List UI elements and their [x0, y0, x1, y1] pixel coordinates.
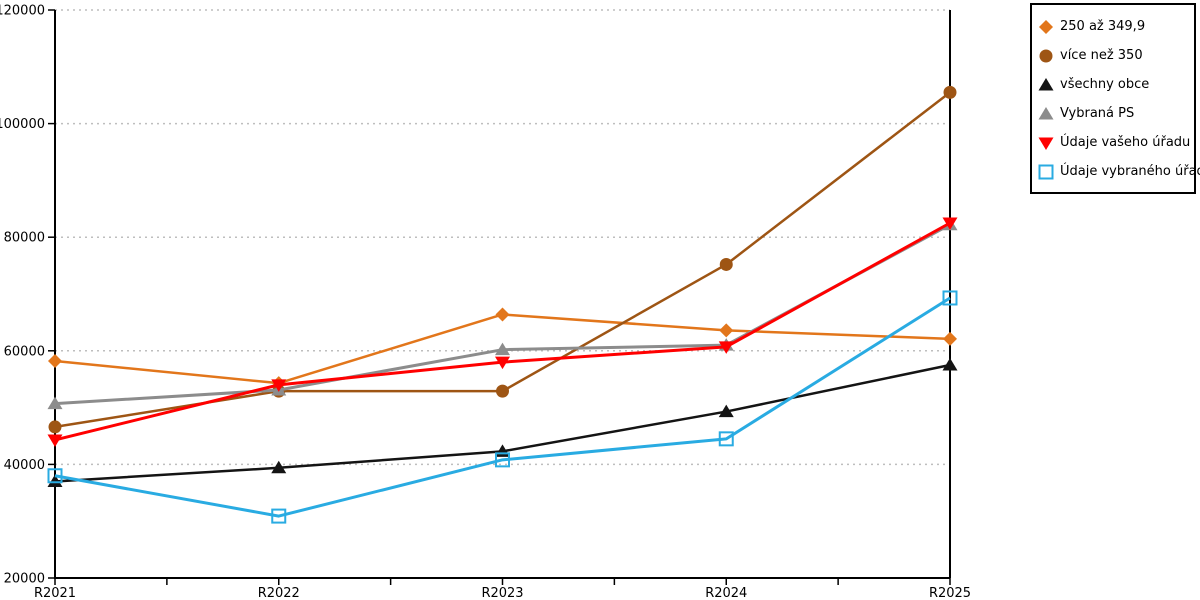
triangle-down-icon — [1038, 137, 1054, 150]
legend-item[interactable]: Údaje vybraného úřadu — [1038, 157, 1200, 186]
data-point-marker — [719, 257, 733, 271]
x-axis-label: R2022 — [258, 586, 300, 600]
legend-item[interactable]: 250 až 349,9 — [1038, 12, 1188, 41]
y-axis-label: 100000 — [0, 117, 45, 132]
data-point-marker — [718, 341, 734, 354]
x-axis-label: R2024 — [705, 586, 747, 600]
square-open-icon — [1038, 164, 1054, 179]
legend-item-label: všechny obce — [1060, 77, 1150, 92]
y-axis-label: 120000 — [0, 4, 45, 19]
data-point-marker — [719, 323, 734, 338]
data-point-marker — [942, 290, 958, 306]
data-point-marker — [47, 474, 63, 487]
data-point-marker — [718, 431, 734, 447]
legend-item-label: Vybraná PS — [1060, 106, 1135, 121]
data-point-marker — [496, 384, 509, 398]
diamond-icon — [1039, 19, 1053, 34]
legend-item-label: více než 350 — [1060, 48, 1143, 63]
triangle-up-icon — [1038, 77, 1054, 90]
data-point-marker — [495, 452, 510, 468]
x-axis-label: R2021 — [34, 586, 76, 600]
triangle-up-icon — [1038, 106, 1054, 119]
data-point-marker — [943, 85, 957, 99]
y-axis-label: 40000 — [4, 458, 45, 473]
data-point-marker — [48, 420, 62, 434]
data-point-marker — [47, 468, 63, 484]
legend-item[interactable]: více než 350 — [1038, 41, 1188, 70]
y-axis-label: 80000 — [4, 231, 45, 246]
triangle-down-icon — [1038, 137, 1054, 150]
data-point-marker — [495, 342, 510, 356]
data-point-marker — [942, 217, 958, 230]
circle-icon — [1039, 49, 1053, 62]
diamond-icon — [1039, 19, 1053, 34]
legend-item[interactable]: všechny obce — [1038, 70, 1188, 99]
legend-item[interactable]: Vybraná PS — [1038, 99, 1188, 128]
legend-item-label: Údaje vašeho úřadu — [1060, 135, 1191, 150]
x-axis-label: R2025 — [929, 586, 971, 600]
data-point-marker — [718, 404, 734, 418]
data-point-marker — [495, 356, 510, 370]
data-point-marker — [271, 460, 287, 474]
data-point-marker — [943, 331, 957, 346]
series-line-5 — [54, 221, 951, 442]
square-open-icon — [1038, 164, 1054, 179]
data-point-marker — [271, 508, 287, 524]
data-point-marker — [48, 354, 62, 369]
series-line-6 — [54, 296, 951, 518]
legend-item[interactable]: Údaje vašeho úřadu — [1038, 128, 1191, 157]
data-point-marker — [942, 358, 958, 371]
triangle-up-icon — [1038, 77, 1054, 90]
legend-item-label: Údaje vybraného úřadu — [1060, 164, 1200, 179]
data-point-marker — [47, 396, 63, 410]
triangle-up-icon — [1038, 106, 1054, 119]
circle-icon — [1039, 49, 1053, 62]
data-point-marker — [495, 307, 510, 322]
y-axis-label: 60000 — [4, 344, 45, 359]
y-axis-label: 20000 — [4, 572, 45, 587]
x-axis-label: R2023 — [481, 586, 523, 600]
data-point-marker — [47, 434, 63, 447]
legend: 250 až 349,9 více než 350 všechny obce Vybr… — [1030, 3, 1200, 194]
data-point-marker — [271, 379, 287, 392]
legend-item-label: 250 až 349,9 — [1060, 19, 1146, 34]
series-line-2 — [54, 91, 951, 429]
